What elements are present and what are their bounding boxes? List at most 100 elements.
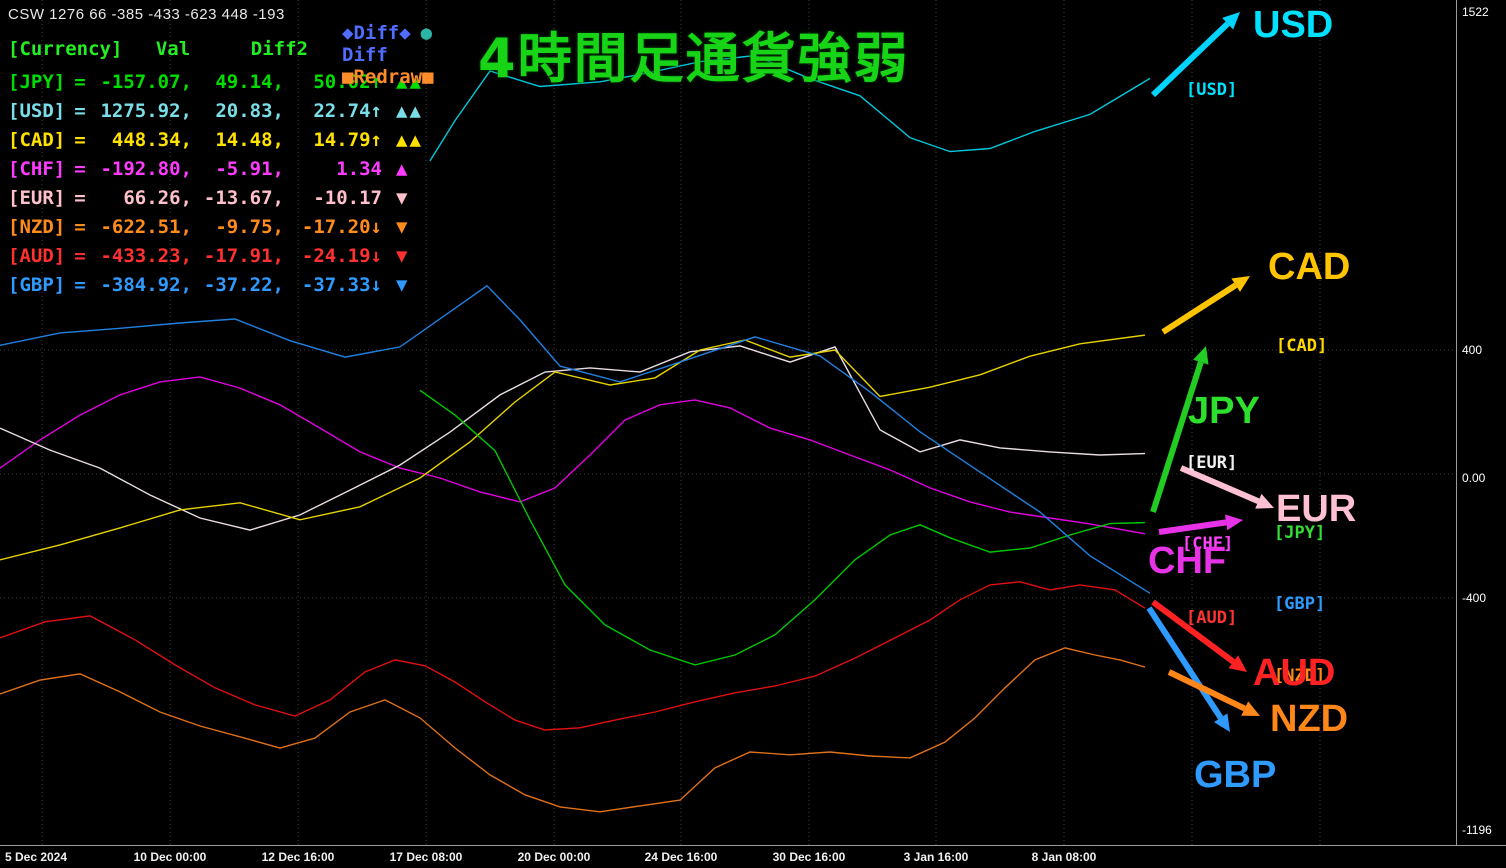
legend-cell-lbl: [JPY] — [8, 71, 66, 93]
legend-cell-d2: 20.83, — [215, 100, 284, 122]
x-axis-label: 12 Dec 16:00 — [261, 850, 335, 864]
diff-toggle-button[interactable]: ◆Diff◆ — [342, 22, 411, 44]
legend-controls: ◆Diff◆ ● Diff ■Redraw■ — [342, 22, 434, 88]
series-eur — [0, 345, 1146, 531]
diff-toggle-line: ◆Diff◆ ● — [342, 22, 434, 44]
legend-header-diff2: Diff2 — [250, 38, 308, 60]
legend-cell-mk: ▲▲ — [396, 100, 423, 122]
legend-cell-d1: 50.02↑ — [313, 71, 382, 93]
series-chf — [0, 376, 1146, 535]
legend-cell-d1: -24.19↓ — [301, 245, 382, 267]
arrow-eur — [1179, 465, 1260, 505]
legend-cell-d1: 1.34 — [336, 158, 382, 180]
arrow-nzd — [1167, 669, 1247, 712]
arrow-gbp — [1146, 606, 1224, 720]
legend-cell-mk: ▼ — [396, 274, 410, 296]
price-axis: 1522 400 0.00 -400 -1196 — [1456, 0, 1506, 845]
diff-column-line: Diff — [342, 44, 434, 66]
legend-cell-d1: 14.79↑ — [313, 129, 382, 151]
legend-row-aud: [AUD] = -433.23, -17.91, -24.19↓ ▼ — [8, 242, 462, 271]
legend-header-diff: Diff — [342, 44, 388, 66]
legend-cell-d2: 49.14, — [215, 71, 284, 93]
x-axis-label: 20 Dec 00:00 — [517, 850, 591, 864]
legend-cell-val: 1275.92, — [100, 100, 192, 122]
legend-cell-d2: -5.91, — [215, 158, 284, 180]
legend-cell-d1: -10.17 — [313, 187, 382, 209]
legend-rows: [JPY] = -157.07, 49.14, 50.02↑ ▲▲ [USD] = 1275.9… — [8, 68, 462, 300]
legend-cell-val: -622.51, — [100, 216, 192, 238]
legend-row-cad: [CAD] = 448.34, 14.48, 14.79↑ ▲▲ — [8, 126, 462, 155]
legend-header-val: Val — [155, 38, 191, 60]
legend-cell-d1: 22.74↑ — [313, 100, 382, 122]
legend-cell-mk: ▲▲ — [396, 129, 423, 151]
x-axis-label: 5 Dec 2024 — [4, 850, 68, 864]
redraw-line: ■Redraw■ — [342, 66, 434, 88]
legend-cell-eq: = — [74, 100, 86, 122]
arrowhead-jpy — [1193, 346, 1209, 365]
legend-cell-lbl: [GBP] — [8, 274, 66, 296]
legend-cell-val: -384.92, — [100, 274, 192, 296]
y-axis-label: 1522 — [1462, 5, 1489, 19]
currency-legend: [Currency] Val Diff2 [JPY] = -157.07, 49.14… — [8, 38, 462, 300]
legend-cell-mk: ▲ — [396, 158, 410, 180]
legend-cell-lbl: [AUD] — [8, 245, 66, 267]
legend-cell-eq: = — [74, 187, 86, 209]
legend-cell-lbl: [NZD] — [8, 216, 66, 238]
legend-cell-eq: = — [74, 245, 86, 267]
legend-cell-val: 66.26, — [123, 187, 192, 209]
x-axis-label: 24 Dec 16:00 — [644, 850, 718, 864]
y-axis-label: 400 — [1462, 343, 1483, 357]
legend-cell-d2: -37.22, — [203, 274, 284, 296]
y-axis-label: 0.00 — [1462, 471, 1486, 485]
legend-row-usd: [USD] = 1275.92, 20.83, 22.74↑ ▲▲ — [8, 97, 462, 126]
arrowhead-chf — [1225, 514, 1243, 531]
x-axis-label: 17 Dec 08:00 — [389, 850, 463, 864]
arrowhead-eur — [1255, 493, 1274, 509]
legend-row-eur: [EUR] = 66.26, -13.67, -10.17 ▼ — [8, 184, 462, 213]
arrow-usd — [1150, 21, 1230, 98]
legend-cell-eq: = — [74, 129, 86, 151]
x-axis-label: 30 Dec 16:00 — [772, 850, 846, 864]
legend-cell-lbl: [EUR] — [8, 187, 66, 209]
legend-row-gbp: [GBP] = -384.92, -37.22, -37.33↓ ▼ — [8, 271, 462, 300]
arrow-aud — [1151, 599, 1236, 665]
arrow-chf — [1158, 519, 1227, 535]
x-axis-label: 3 Jan 16:00 — [903, 850, 969, 864]
series-usd — [429, 54, 1151, 162]
arrow-cad — [1161, 282, 1238, 335]
legend-cell-d2: -9.75, — [215, 216, 284, 238]
legend-cell-mk: ▼ — [396, 245, 410, 267]
legend-cell-mk: ▼ — [396, 187, 410, 209]
legend-cell-val: 448.34, — [111, 129, 192, 151]
arrow-jpy — [1150, 361, 1204, 513]
legend-cell-lbl: [CHF] — [8, 158, 66, 180]
legend-header: [Currency] Val Diff2 — [8, 38, 462, 68]
redraw-button[interactable]: ■Redraw■ — [342, 66, 434, 88]
legend-cell-val: -433.23, — [100, 245, 192, 267]
series-cad — [0, 334, 1146, 561]
legend-cell-d2: -13.67, — [203, 187, 284, 209]
currency-strength-chart — [0, 0, 1456, 845]
series-jpy — [419, 389, 1146, 666]
legend-cell-eq: = — [74, 274, 86, 296]
series-gbp — [0, 284, 1151, 594]
legend-cell-val: -192.80, — [100, 158, 192, 180]
legend-cell-eq: = — [74, 216, 86, 238]
legend-cell-mk: ▼ — [396, 216, 410, 238]
legend-cell-mk: ▲▲ — [396, 71, 423, 93]
arrowhead-usd — [1222, 12, 1240, 30]
x-axis-label: 10 Dec 00:00 — [133, 850, 207, 864]
time-axis: 5 Dec 2024 10 Dec 00:00 12 Dec 16:00 17 Dec… — [0, 845, 1506, 868]
status-dot-icon: ● — [420, 22, 433, 44]
legend-cell-lbl: [CAD] — [8, 129, 66, 151]
arrowhead-aud — [1228, 655, 1247, 672]
series-nzd — [0, 647, 1146, 813]
y-axis-label: -1196 — [1462, 823, 1492, 837]
chart-title: 4時間足通貨強弱 — [478, 27, 910, 90]
legend-row-nzd: [NZD] = -622.51, -9.75, -17.20↓ ▼ — [8, 213, 462, 242]
legend-row-chf: [CHF] = -192.80, -5.91, 1.34 ▲ — [8, 155, 462, 184]
legend-cell-eq: = — [74, 71, 86, 93]
legend-header-currency: [Currency] — [8, 38, 123, 60]
legend-cell-lbl: [USD] — [8, 100, 66, 122]
